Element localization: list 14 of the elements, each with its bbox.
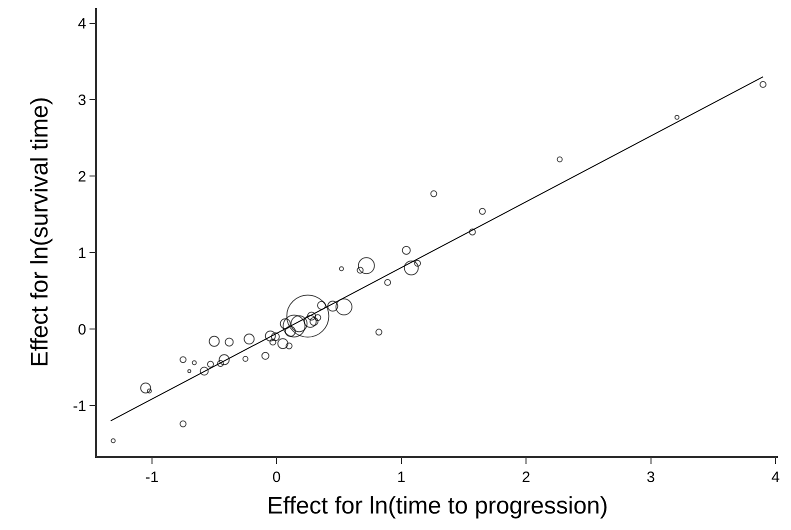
y-tick-label: 2	[78, 168, 86, 186]
x-tick-label: 0	[272, 468, 281, 486]
x-tick-label: 1	[397, 468, 406, 486]
y-tick-label: 3	[78, 92, 86, 109]
y-tick-label: 0	[78, 321, 86, 338]
y-tick-label: 4	[78, 16, 86, 33]
y-tick-label: 1	[78, 244, 86, 262]
x-tick-label: 2	[522, 468, 530, 486]
y-tick-label: -1	[72, 398, 86, 415]
x-tick-label: 4	[771, 468, 780, 486]
x-tick-label: -1	[145, 468, 159, 486]
x-axis-title: Effect for ln(time to progression)	[266, 492, 608, 520]
x-tick-label: 3	[646, 468, 655, 486]
y-axis-title: Effect for ln(survival time)	[26, 96, 54, 368]
